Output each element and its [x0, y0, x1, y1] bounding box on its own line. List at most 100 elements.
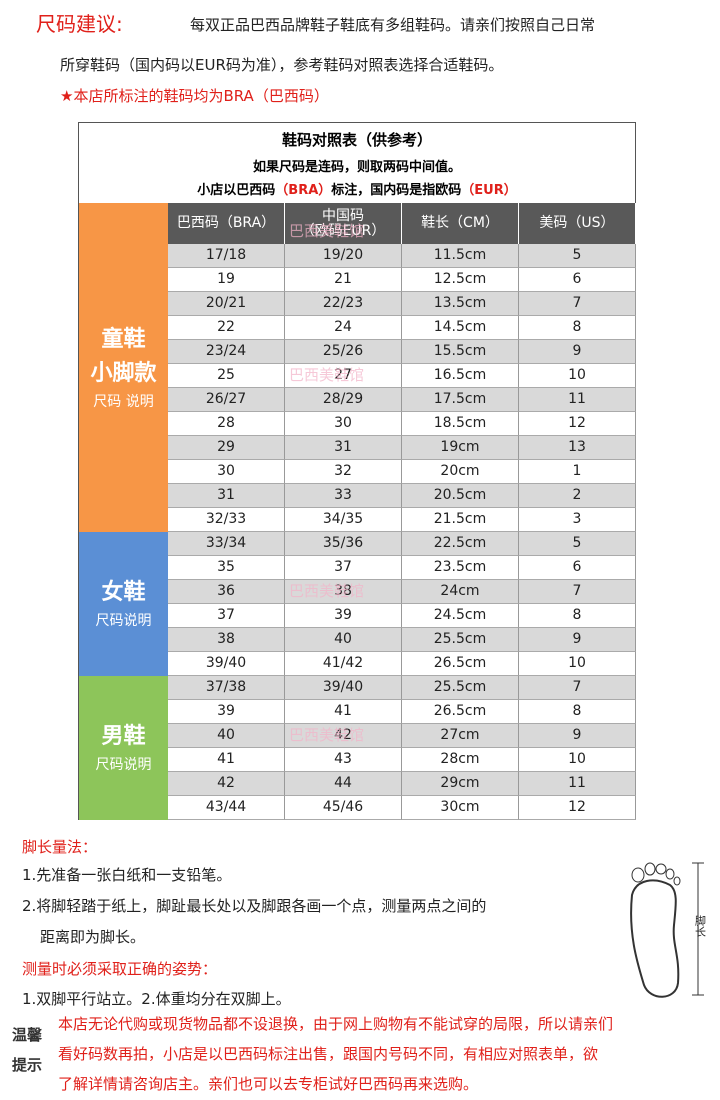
- size-cell: 41: [168, 748, 285, 772]
- size-cell: 29cm: [402, 772, 519, 796]
- size-cell: 43: [285, 748, 402, 772]
- table-note: 小店以巴西码（BRA）标注，国内码是指欧码（EUR）: [79, 179, 635, 198]
- size-cell: 6: [519, 268, 636, 292]
- size-cell: 44: [285, 772, 402, 796]
- size-cell: 18.5cm: [402, 412, 519, 436]
- size-cell: 32/33: [168, 508, 285, 532]
- group-note: 尺码 说明: [93, 393, 154, 410]
- size-cell: 24: [285, 316, 402, 340]
- measure-step: 1.先准备一张白纸和一支铅笔。: [22, 866, 232, 884]
- size-cell: 41: [285, 700, 402, 724]
- size-cell: 45/46: [285, 796, 402, 820]
- size-cell: 39/40: [168, 652, 285, 676]
- size-cell: 6: [519, 556, 636, 580]
- size-cell: 31: [285, 436, 402, 460]
- header-line: 所穿鞋码（国内码以EUR码为准），参考鞋码对照表选择合适鞋码。: [60, 56, 504, 74]
- size-cell: 25.5cm: [402, 628, 519, 652]
- size-cell: 30: [168, 460, 285, 484]
- size-cell: 26/27: [168, 388, 285, 412]
- size-cell: 15.5cm: [402, 340, 519, 364]
- size-cell: 5: [519, 244, 636, 268]
- size-cell: 35/36: [285, 532, 402, 556]
- size-cell: 10: [519, 748, 636, 772]
- table-title: 鞋码对照表（供参考）: [281, 131, 432, 149]
- size-cell: 30cm: [402, 796, 519, 820]
- size-cell: 7: [519, 580, 636, 604]
- watermark: 巴西美鞋馆: [289, 726, 365, 744]
- column-header-text: 鞋长（CM）: [421, 215, 499, 231]
- size-cell: 22.5cm: [402, 532, 519, 556]
- size-cell: 12: [519, 796, 636, 820]
- size-cell: 33/34: [168, 532, 285, 556]
- column-header-text: 巴西码（BRA）: [176, 215, 276, 231]
- size-cell: 37: [168, 604, 285, 628]
- size-cell: 13.5cm: [402, 292, 519, 316]
- column-header: 巴西码（BRA）: [168, 203, 285, 244]
- size-cell: 24.5cm: [402, 604, 519, 628]
- size-cell: 24cm: [402, 580, 519, 604]
- size-cell: 39/40: [285, 676, 402, 700]
- size-cell: 17.5cm: [402, 388, 519, 412]
- tips-badge: 温馨提示: [12, 1026, 43, 1074]
- group-title: 男鞋: [101, 724, 146, 749]
- size-cell: 19cm: [402, 436, 519, 460]
- size-cell: 22/23: [285, 292, 402, 316]
- size-cell: 9: [519, 340, 636, 364]
- size-cell: 8: [519, 604, 636, 628]
- size-cell: 38: [168, 628, 285, 652]
- size-cell: 25.5cm: [402, 676, 519, 700]
- size-cell: 33: [285, 484, 402, 508]
- size-cell: 27: [285, 364, 402, 388]
- group-title: 女鞋: [101, 580, 146, 605]
- size-cell: 9: [519, 724, 636, 748]
- size-cell: 5: [519, 532, 636, 556]
- size-cell: 8: [519, 700, 636, 724]
- size-cell: 19: [168, 268, 285, 292]
- size-cell: 43/44: [168, 796, 285, 820]
- size-cell: 19/20: [285, 244, 402, 268]
- column-header: 鞋长（CM）: [402, 203, 519, 244]
- header-notice: ★本店所标注的鞋码均为BRA（巴西码）: [60, 87, 329, 105]
- size-cell: 30: [285, 412, 402, 436]
- column-header-text: 中国码: [322, 207, 364, 224]
- note-part: 标注，国内码是指欧码: [331, 183, 462, 198]
- size-cell: 7: [519, 292, 636, 316]
- size-cell: 29: [168, 436, 285, 460]
- size-cell: 32: [285, 460, 402, 484]
- size-cell: 7: [519, 676, 636, 700]
- group-note: 尺码说明: [95, 757, 152, 773]
- size-cell: 12.5cm: [402, 268, 519, 292]
- size-cell: 34/35: [285, 508, 402, 532]
- size-cell: 42: [285, 724, 402, 748]
- header-label: 尺码建议:: [36, 12, 123, 36]
- size-cell: 1: [519, 460, 636, 484]
- size-cell: 20.5cm: [402, 484, 519, 508]
- column-header-text: （欧码EUR）: [300, 222, 386, 239]
- posture-heading: 测量时必须采取正确的姿势：: [22, 960, 218, 978]
- size-cell: 11: [519, 772, 636, 796]
- size-cell: 8: [519, 316, 636, 340]
- size-cell: 38: [285, 580, 402, 604]
- size-table: 鞋码对照表（供参考） 如果尺码是连码，则取两码中间值。 小店以巴西码（BRA）标…: [78, 122, 636, 820]
- diagram-label: 脚长: [694, 914, 707, 937]
- note-part: （BRA）: [275, 183, 332, 198]
- size-cell: 28/29: [285, 388, 402, 412]
- group-band: 女鞋 尺码说明: [79, 532, 168, 676]
- measure-step: 2.将脚轻踏于纸上，脚趾最长处以及脚跟各画一个点，测量两点之间的: [22, 897, 487, 915]
- size-cell: 20cm: [402, 460, 519, 484]
- header-line: 每双正品巴西品牌鞋子鞋底有多组鞋码。请亲们按照自己日常: [190, 16, 596, 34]
- watermark: 巴西美鞋馆: [289, 222, 365, 240]
- size-cell: 37/38: [168, 676, 285, 700]
- size-cell: 23/24: [168, 340, 285, 364]
- table-note: 如果尺码是连码，则取两码中间值。: [252, 160, 461, 175]
- size-cell: 36: [168, 580, 285, 604]
- size-cell: 37: [285, 556, 402, 580]
- size-cell: 21: [285, 268, 402, 292]
- size-cell: 21.5cm: [402, 508, 519, 532]
- group-band: 童鞋 小脚款 尺码 说明: [79, 203, 168, 532]
- column-header: 美码（US）: [519, 203, 636, 244]
- size-cell: 9: [519, 628, 636, 652]
- note-part: 小店以巴西码: [197, 183, 276, 198]
- size-cell: 39: [285, 604, 402, 628]
- posture-steps: 1.双脚平行站立。2.体重均分在双脚上。: [22, 990, 291, 1008]
